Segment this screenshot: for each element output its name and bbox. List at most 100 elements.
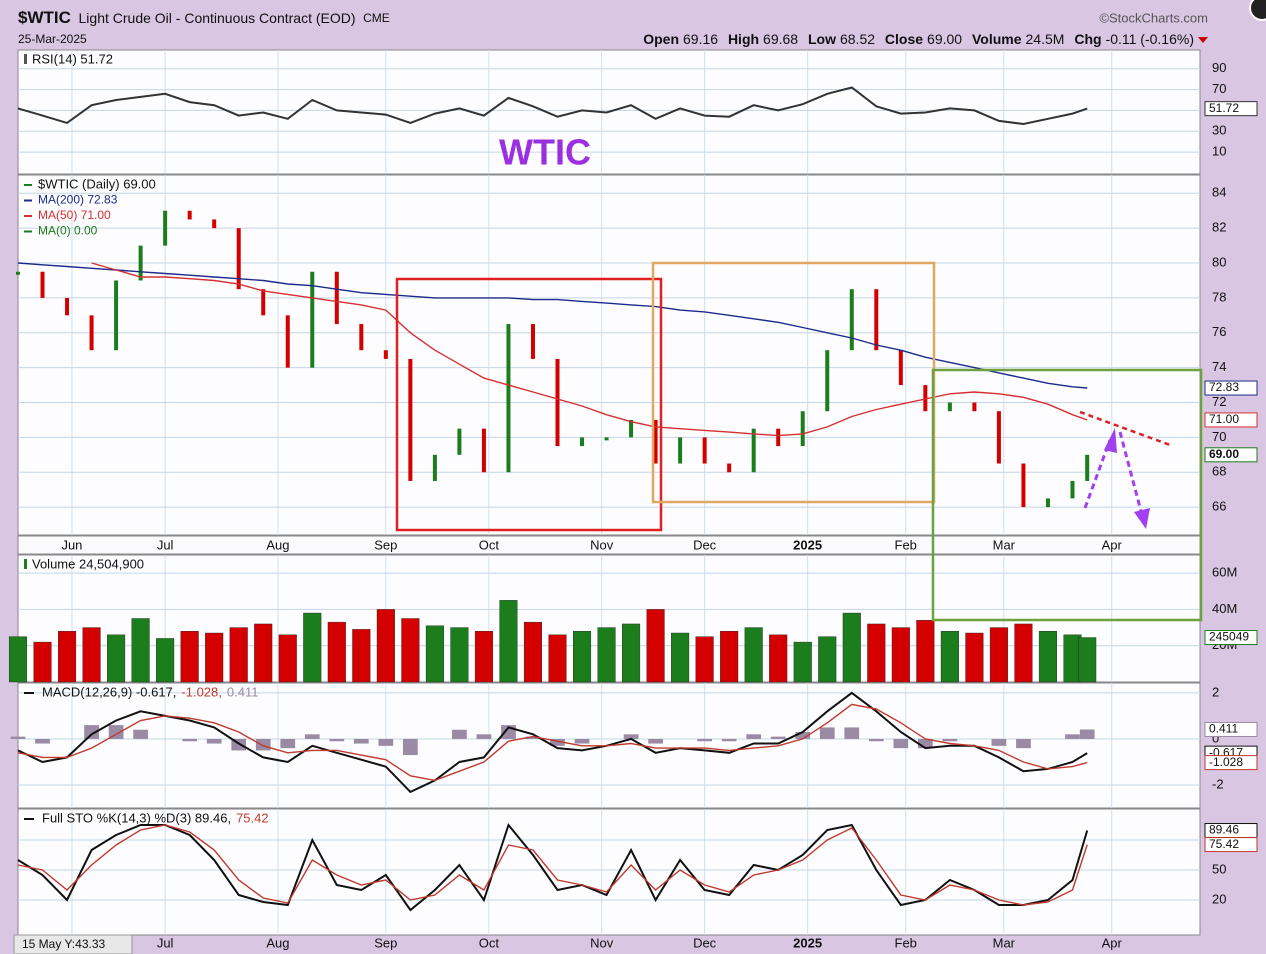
legend-label: MA(50) 71.00 <box>38 208 111 222</box>
price-bar <box>751 428 756 473</box>
price-bar <box>702 437 707 464</box>
histogram-bar <box>403 738 418 756</box>
quote-label: Open <box>643 31 679 47</box>
y-tick-label: 70 <box>1212 81 1226 96</box>
price-bar <box>629 419 634 438</box>
tooltip-box <box>13 934 133 954</box>
price-bar <box>800 411 805 447</box>
value-tag: 245049 <box>1209 630 1249 644</box>
volume-bar <box>695 636 714 683</box>
series-line <box>17 703 1088 782</box>
histogram-bar <box>10 736 26 739</box>
value-tag-box <box>1204 755 1258 771</box>
histogram-bar <box>133 729 148 739</box>
histogram-bar <box>1079 729 1095 739</box>
price-bar <box>996 411 1001 464</box>
arrowhead <box>1104 428 1117 453</box>
x-tick-label: Oct <box>479 935 500 950</box>
histogram-bar <box>329 738 345 742</box>
histogram-bar <box>697 738 712 742</box>
price-bar <box>874 289 879 351</box>
volume-bar <box>499 600 518 683</box>
y-tick-label: 78 <box>1212 289 1226 304</box>
value-tag-box <box>1204 101 1258 117</box>
panel <box>17 808 1201 936</box>
x-tick-label: Aug <box>266 537 289 552</box>
histogram-bar <box>868 738 884 742</box>
volume-bar <box>867 623 886 683</box>
x-tick-label: Apr <box>1102 935 1123 950</box>
volume-bar <box>891 627 910 683</box>
y-tick-label: 80 <box>1212 254 1226 269</box>
annotations: WTIC 15 May Y:43.33 <box>13 132 1203 954</box>
value-tag: 72.83 <box>1209 380 1239 394</box>
volume-bar <box>131 618 150 683</box>
x-tick-label: Dec <box>693 935 717 950</box>
price-bar <box>776 428 781 447</box>
histogram-bar <box>942 738 958 742</box>
volume-bar <box>8 636 28 683</box>
price-bar <box>334 271 339 325</box>
price-bar <box>212 219 217 229</box>
price-bar <box>947 402 952 412</box>
quote-label: High <box>728 31 759 47</box>
price-bar <box>408 358 413 481</box>
price-bar <box>972 402 977 412</box>
y-tick-label: 60M <box>1212 565 1237 580</box>
price-bar <box>163 210 168 246</box>
arrow <box>1083 439 1112 509</box>
value-tag-box <box>1204 837 1258 853</box>
x-tick-label: Feb <box>895 935 917 950</box>
box <box>395 277 663 532</box>
legend-label: 75.42 <box>236 810 269 825</box>
quote-value: 69.16 <box>683 31 718 47</box>
price-bar <box>898 350 903 386</box>
volume-bar <box>82 627 101 683</box>
value-tag-box <box>1204 412 1258 428</box>
price-bar <box>678 437 683 464</box>
annotation: WTIC <box>499 132 591 173</box>
y-tick-label: -2 <box>1212 776 1224 791</box>
price-bar <box>138 245 143 281</box>
legend-label: MA(0) 0.00 <box>38 224 98 238</box>
price-bar <box>40 271 45 298</box>
series-line <box>17 691 1088 794</box>
volume-bar <box>450 627 469 683</box>
x-tick-label: Jun <box>61 537 82 552</box>
x-tick-label: Aug <box>266 935 289 950</box>
volume-bar <box>940 631 959 683</box>
volume-bar <box>156 638 175 683</box>
series-line <box>17 262 1088 389</box>
close-button[interactable] <box>1249 0 1266 21</box>
volume-bar <box>425 625 444 683</box>
price-bar <box>923 385 928 412</box>
y-tick-label: 72 <box>1212 394 1226 409</box>
x-tick-label: Dec <box>693 537 717 552</box>
histogram-bar <box>623 734 639 739</box>
histogram-bar <box>255 738 271 751</box>
volume-bar <box>769 634 788 683</box>
histogram-bar <box>452 729 467 739</box>
y-tick-label: 0 <box>1212 730 1219 745</box>
volume-bar <box>720 631 739 683</box>
price-bar <box>1045 498 1050 508</box>
price-bar <box>236 228 241 290</box>
volume-bar <box>1078 637 1097 683</box>
arrowhead <box>1134 508 1150 529</box>
quote-value: 69.00 <box>927 31 962 47</box>
histogram-bar <box>795 732 811 739</box>
histogram-bar <box>108 725 124 739</box>
histogram-bar <box>819 727 835 739</box>
histogram-bar <box>206 738 222 744</box>
volume-bar <box>1014 623 1033 683</box>
volume-bar <box>229 627 248 683</box>
y-tick-label: 30 <box>1212 123 1226 138</box>
histogram-bar <box>648 738 663 744</box>
panel-label: Volume 24,504,900 <box>32 556 144 571</box>
value-tag: 69.00 <box>1209 447 1239 461</box>
plot: JunJunJulJulAugAugSepSepOctOctNovNovDecD… <box>8 49 1258 950</box>
legend-icon <box>24 54 27 64</box>
y-tick-label: 82 <box>1212 220 1226 235</box>
y-tick-label: 20 <box>1212 891 1226 906</box>
volume-bar <box>965 632 984 683</box>
